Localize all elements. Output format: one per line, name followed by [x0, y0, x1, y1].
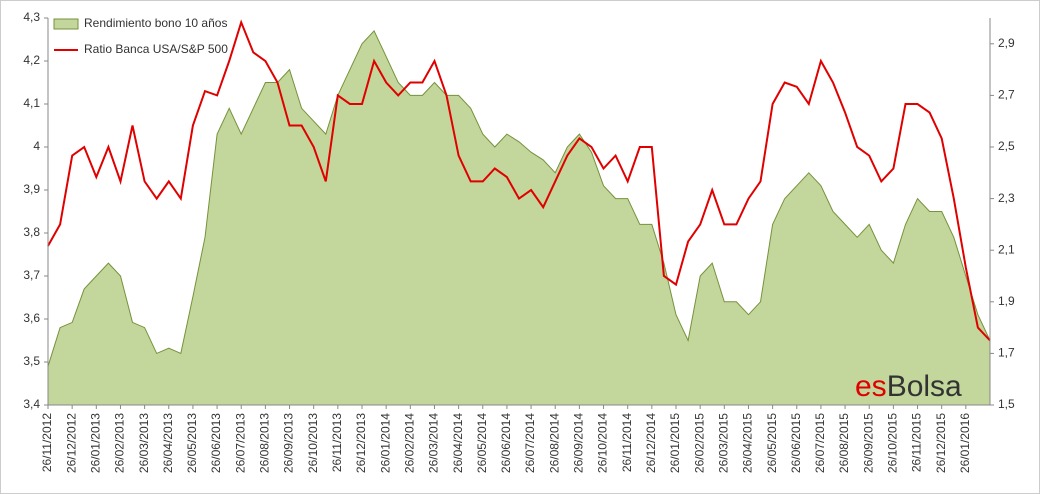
x-tick-label: 26/10/2015	[886, 413, 900, 473]
x-tick-label: 26/03/2015	[716, 413, 730, 473]
y-tick-label: 3,7	[23, 268, 40, 282]
x-tick-label: 26/01/2016	[958, 413, 972, 473]
y-tick-label: 4	[33, 139, 40, 153]
x-tick-label: 26/08/2014	[547, 413, 561, 473]
x-tick-label: 26/11/2014	[620, 413, 634, 472]
y-tick-label: 3,6	[23, 311, 40, 325]
x-tick-label: 26/07/2015	[813, 413, 827, 473]
x-tick-label: 26/08/2013	[258, 413, 272, 473]
line	[47, 19, 991, 342]
y2-tick-label: 2,1	[998, 242, 1015, 256]
y-tick-label: 3,4	[23, 397, 40, 411]
x-tick-label: 26/01/2013	[88, 413, 102, 473]
x-tick-label: 26/02/2015	[692, 413, 706, 473]
legend-swatch	[53, 18, 79, 30]
watermark: esBolsa	[855, 370, 962, 403]
x-tick-label: 26/09/2015	[861, 413, 875, 473]
x-tick-label: 26/12/2012	[64, 413, 78, 473]
x-tick-label: 26/09/2014	[572, 413, 586, 473]
x-tick-label: 26/08/2015	[837, 413, 851, 473]
y-tick-label: 4,2	[23, 53, 40, 67]
legend-label: Ratio Banca USA/S&P 500	[84, 42, 228, 56]
watermark-part: Bolsa	[887, 370, 962, 403]
x-tick-label: 26/11/2012	[40, 413, 54, 472]
x-tick-label: 26/04/2013	[161, 413, 175, 473]
x-tick-label: 26/11/2015	[910, 413, 924, 472]
y-tick-label: 4,3	[23, 10, 40, 24]
x-tick-label: 26/04/2014	[451, 413, 465, 473]
y2-tick-label: 1,7	[998, 346, 1015, 360]
x-tick-label: 26/03/2014	[427, 413, 441, 473]
x-tick-label: 26/12/2013	[354, 413, 368, 473]
y2-tick-label: 2,3	[998, 191, 1015, 205]
x-tick-label: 26/07/2014	[523, 413, 537, 473]
y-tick-label: 3,5	[23, 354, 40, 368]
y2-tick-label: 1,9	[998, 294, 1015, 308]
x-tick-label: 26/10/2013	[306, 413, 320, 473]
x-tick-label: 26/05/2014	[475, 413, 489, 473]
legend-label: Rendimiento bono 10 años	[84, 16, 227, 30]
x-tick-label: 26/07/2013	[233, 413, 247, 473]
y2-tick-label: 2,7	[998, 88, 1015, 102]
x-tick-label: 26/12/2015	[934, 413, 948, 473]
x-tick-label: 26/06/2013	[209, 413, 223, 473]
y-tick-label: 3,9	[23, 182, 40, 196]
x-tick-label: 26/01/2015	[668, 413, 682, 473]
x-tick-label: 26/02/2014	[402, 413, 416, 473]
x-tick-label: 26/10/2014	[596, 413, 610, 473]
y-tick-label: 3,8	[23, 225, 40, 239]
x-tick-label: 26/06/2014	[499, 413, 513, 473]
x-tick-label: 26/09/2013	[282, 413, 296, 473]
x-tick-label: 26/12/2014	[644, 413, 658, 473]
area	[48, 30, 990, 406]
x-tick-label: 26/03/2013	[137, 413, 151, 473]
y2-tick-label: 2,9	[998, 36, 1015, 50]
x-tick-label: 26/04/2015	[741, 413, 755, 473]
y-tick-label: 4,1	[23, 96, 40, 110]
x-tick-label: 26/11/2013	[330, 413, 344, 472]
x-tick-label: 26/02/2013	[113, 413, 127, 473]
x-tick-label: 26/01/2014	[378, 413, 392, 473]
y2-tick-label: 2,5	[998, 139, 1015, 153]
y2-tick-label: 1,5	[998, 397, 1015, 411]
x-tick-label: 26/05/2013	[185, 413, 199, 473]
x-tick-label: 26/05/2015	[765, 413, 779, 473]
watermark-part: es	[855, 370, 887, 403]
area-edge	[47, 30, 991, 367]
x-tick-label: 26/06/2015	[789, 413, 803, 473]
